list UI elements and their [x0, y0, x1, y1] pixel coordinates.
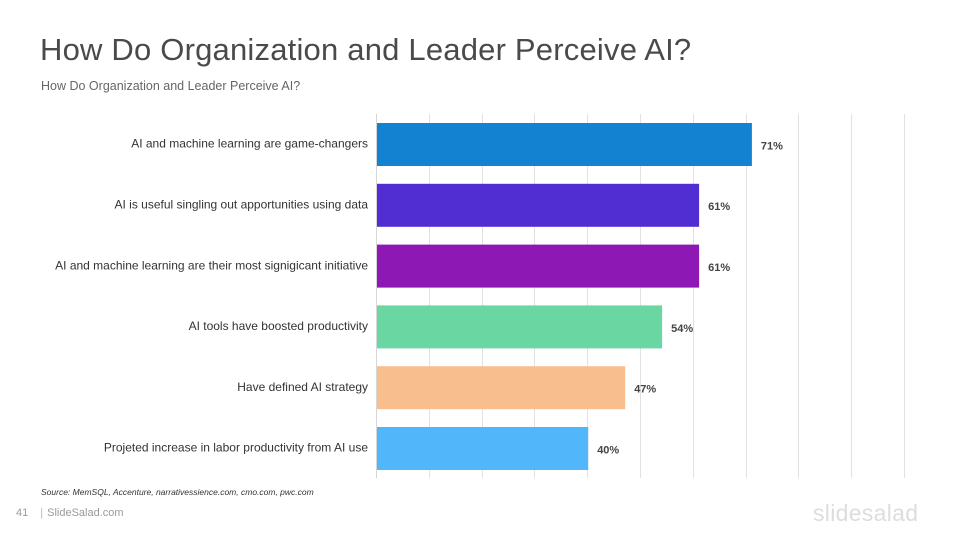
data-label: 61%	[708, 201, 730, 213]
category-label: AI tools have boosted productivity	[189, 319, 368, 333]
category-label: Projeted increase in labor productivity …	[104, 441, 368, 455]
category-label: AI and machine learning are their most s…	[55, 258, 368, 272]
data-label: 40%	[597, 444, 619, 456]
data-label: 61%	[708, 262, 730, 274]
footer-brand-link[interactable]: SlideSalad.com	[47, 507, 124, 519]
bar	[377, 244, 700, 288]
bar	[377, 305, 663, 349]
data-label: 71%	[761, 140, 783, 152]
bar	[377, 183, 700, 227]
page-subtitle: How Do Organization and Leader Perceive …	[41, 79, 301, 93]
footer: 41 | SlideSalad.com	[16, 507, 124, 519]
bar	[377, 366, 626, 410]
footer-separator: |	[40, 507, 44, 519]
category-label: AI is useful singling out apportunities …	[115, 197, 369, 211]
data-label: 54%	[671, 323, 693, 335]
bar	[377, 427, 589, 470]
category-label: AI and machine learning are game-changer…	[131, 137, 368, 151]
page-number: 41	[16, 507, 29, 519]
page-title: How Do Organization and Leader Perceive …	[40, 32, 692, 67]
bar	[377, 123, 752, 166]
data-label: 47%	[634, 384, 656, 396]
source-note: Source: MemSQL, Accenture, narrativessie…	[41, 487, 314, 497]
category-label: Have defined AI strategy	[237, 380, 368, 394]
slidesalad-logo: slidesalad	[813, 500, 919, 526]
